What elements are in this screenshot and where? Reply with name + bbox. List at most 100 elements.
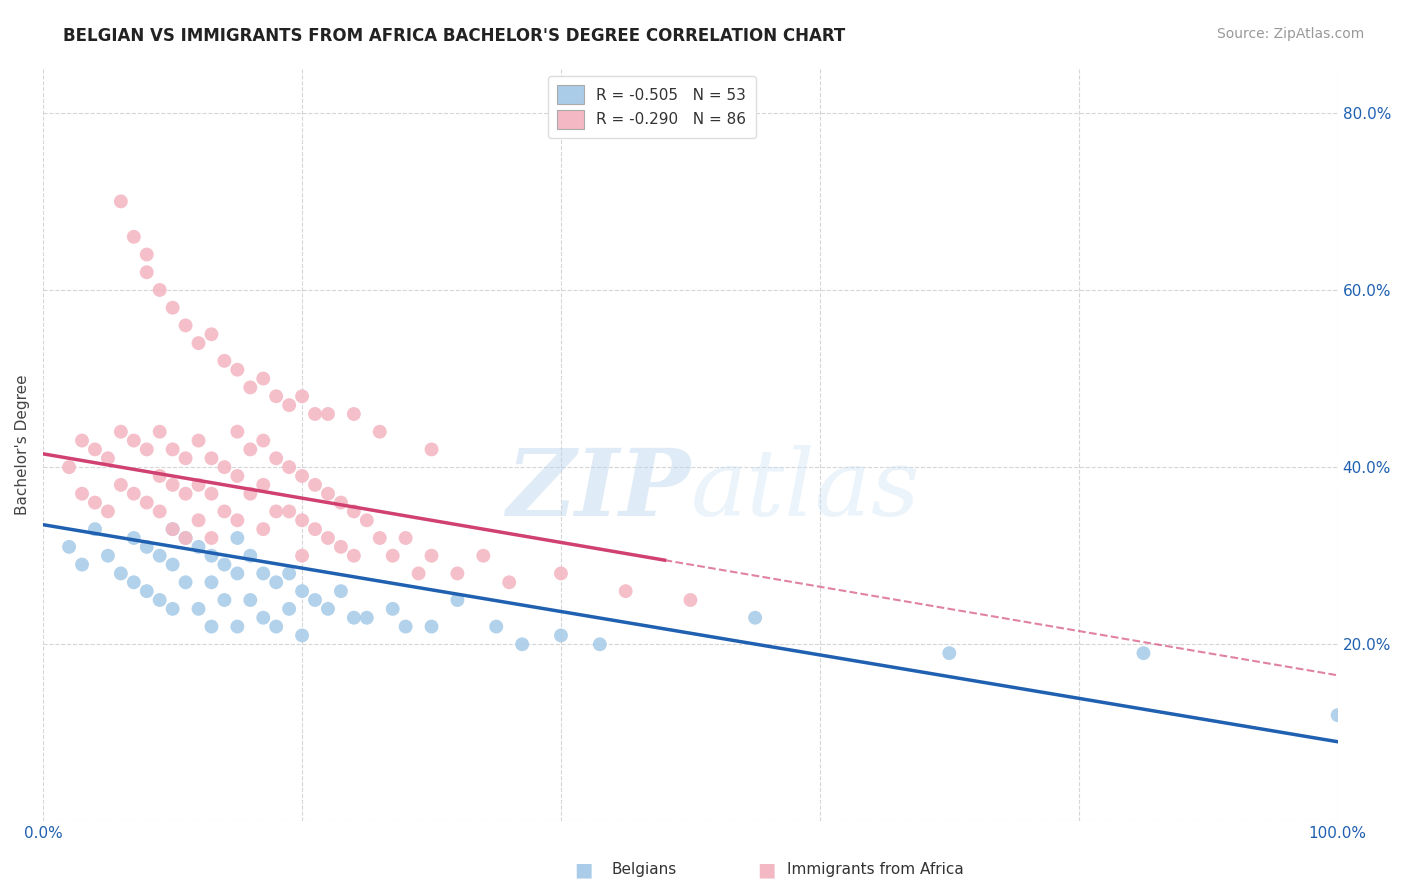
Point (226, 362, 249, 376)
Point (187, 602, 209, 616)
Point (264, 619, 287, 633)
Point (97, 451, 120, 466)
Point (110, 425, 132, 439)
Point (239, 380, 262, 394)
Point (187, 513, 209, 527)
Point (149, 283, 172, 297)
Point (381, 549, 404, 563)
Point (187, 434, 209, 448)
Point (200, 619, 222, 633)
Point (162, 558, 184, 572)
Point (395, 619, 418, 633)
Point (187, 540, 209, 554)
Point (938, 646, 960, 660)
Point (214, 558, 236, 572)
Point (149, 549, 172, 563)
Point (316, 602, 339, 616)
Point (122, 434, 145, 448)
Point (58, 540, 80, 554)
Point (174, 318, 197, 333)
Point (395, 531, 418, 545)
Point (70, 486, 93, 500)
Point (304, 522, 326, 536)
Point (329, 495, 352, 509)
Point (200, 575, 222, 590)
Point (252, 371, 274, 385)
Point (278, 566, 301, 581)
Point (343, 549, 366, 563)
Point (122, 531, 145, 545)
Point (226, 531, 249, 545)
Point (446, 566, 468, 581)
Point (162, 442, 184, 457)
Point (97, 549, 120, 563)
Point (135, 247, 157, 261)
Point (200, 549, 222, 563)
Point (200, 531, 222, 545)
Point (291, 628, 314, 642)
Point (174, 486, 197, 500)
Point (162, 301, 184, 315)
Point (135, 584, 157, 599)
Point (278, 602, 301, 616)
Point (239, 549, 262, 563)
Point (97, 504, 120, 518)
Text: ■: ■ (574, 860, 593, 880)
Point (679, 593, 702, 607)
Point (214, 504, 236, 518)
Text: Belgians: Belgians (612, 863, 676, 877)
Point (291, 513, 314, 527)
Point (343, 611, 366, 625)
Text: Immigrants from Africa: Immigrants from Africa (787, 863, 965, 877)
Point (70, 434, 93, 448)
Point (239, 486, 262, 500)
Point (214, 593, 236, 607)
Text: ZIP: ZIP (506, 445, 690, 535)
Text: ■: ■ (756, 860, 776, 880)
Point (174, 531, 197, 545)
Point (498, 575, 520, 590)
Point (356, 611, 378, 625)
Point (226, 425, 249, 439)
Point (614, 584, 637, 599)
Point (485, 619, 508, 633)
Point (58, 460, 80, 475)
Point (472, 549, 495, 563)
Point (226, 469, 249, 483)
Point (110, 566, 132, 581)
Point (381, 602, 404, 616)
Point (162, 478, 184, 492)
Point (252, 611, 274, 625)
Point (304, 593, 326, 607)
Point (291, 469, 314, 483)
Point (214, 354, 236, 368)
Point (174, 451, 197, 466)
Point (264, 575, 287, 590)
Point (343, 504, 366, 518)
Point (316, 531, 339, 545)
Point (135, 495, 157, 509)
Point (162, 602, 184, 616)
Point (329, 540, 352, 554)
Point (252, 566, 274, 581)
Point (122, 229, 145, 244)
Point (408, 566, 430, 581)
Point (550, 628, 572, 642)
Point (226, 619, 249, 633)
Point (420, 442, 443, 457)
Point (744, 611, 766, 625)
Point (316, 407, 339, 421)
Point (264, 504, 287, 518)
Legend: R = -0.505   N = 53, R = -0.290   N = 86: R = -0.505 N = 53, R = -0.290 N = 86 (547, 76, 755, 138)
Point (420, 619, 443, 633)
Point (343, 407, 366, 421)
Point (291, 389, 314, 403)
Point (356, 513, 378, 527)
Point (329, 584, 352, 599)
Point (214, 460, 236, 475)
Point (70, 558, 93, 572)
Point (589, 637, 612, 651)
Point (84, 522, 107, 536)
Point (252, 434, 274, 448)
Point (291, 549, 314, 563)
